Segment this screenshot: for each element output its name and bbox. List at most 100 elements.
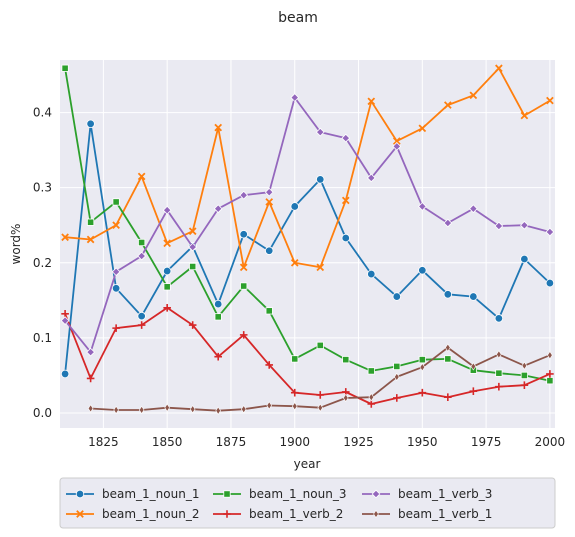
data-point [393, 362, 401, 371]
data-point [494, 221, 504, 231]
data-point [86, 119, 95, 129]
data-point [546, 370, 554, 378]
data-point [495, 64, 503, 73]
data-point [137, 172, 146, 181]
series-line-beam_1_verb_3 [64, 96, 551, 353]
data-point [470, 362, 477, 371]
data-point [418, 356, 426, 364]
data-point [163, 304, 171, 312]
series-beam_1_verb_1 [87, 343, 553, 415]
data-point [469, 91, 478, 100]
series-beam_1_noun_3 [61, 64, 554, 385]
y-tick-label: 0.0 [33, 406, 52, 420]
x-axis-ticks: 1825 1850 1875 1900 1925 1950 1975 2000 [88, 435, 565, 449]
data-point [520, 254, 529, 264]
data-point [366, 173, 376, 183]
data-point [265, 307, 273, 315]
series-line-beam_1_verb_2 [64, 306, 551, 405]
data-point [214, 123, 223, 132]
series-group [60, 64, 555, 415]
legend-marker [371, 489, 381, 499]
data-point [496, 350, 502, 359]
legend-label: beam_1_verb_2 [249, 507, 343, 521]
data-point [188, 227, 197, 236]
legend-marker [223, 510, 231, 518]
legend-item-beam_1_noun_1: beam_1_noun_1 [66, 487, 199, 501]
data-point [392, 142, 402, 151]
data-point [213, 299, 223, 309]
data-point [445, 343, 451, 352]
data-point [266, 401, 272, 410]
data-point [494, 314, 504, 323]
data-point [290, 388, 299, 397]
y-tick-label: 0.1 [33, 331, 52, 345]
data-point [265, 246, 274, 255]
data-point [418, 388, 427, 397]
data-point [214, 352, 222, 361]
y-tick-label: 0.3 [33, 181, 52, 195]
x-axis-label: year [294, 457, 321, 471]
data-point [394, 372, 400, 382]
data-point [213, 204, 223, 214]
x-tick-label: 1925 [343, 435, 374, 449]
data-point [138, 238, 146, 247]
data-point [367, 367, 375, 375]
data-point [86, 235, 95, 244]
y-axis-ticks: 0.0 0.1 0.2 0.3 0.4 [33, 106, 52, 420]
y-tick-label: 0.2 [33, 256, 52, 270]
x-tick-label: 1825 [88, 435, 119, 449]
data-point [392, 137, 401, 145]
data-point [443, 218, 453, 228]
data-point [137, 311, 146, 321]
data-point [315, 127, 325, 137]
legend-label: beam_1_verb_3 [398, 487, 492, 501]
data-point [545, 278, 555, 288]
legend-item-beam_1_verb_1: beam_1_verb_1 [362, 507, 492, 521]
data-point [189, 262, 197, 271]
data-point [291, 355, 299, 363]
data-point [367, 400, 376, 408]
data-point [290, 202, 299, 211]
series-line-beam_1_noun_1 [64, 122, 551, 374]
data-point [61, 64, 69, 72]
data-point [520, 220, 529, 230]
data-point [265, 361, 274, 369]
data-point [341, 196, 350, 205]
data-point [239, 230, 248, 239]
data-point [443, 290, 453, 299]
data-point [316, 263, 325, 272]
data-point [87, 218, 95, 226]
data-point [239, 331, 248, 339]
data-point [495, 382, 503, 391]
data-point [164, 403, 170, 412]
data-point [520, 381, 529, 389]
data-point [469, 292, 478, 301]
legend-marker [76, 510, 84, 518]
data-point [264, 187, 274, 197]
data-point [188, 242, 198, 252]
x-tick-label: 1900 [279, 435, 310, 449]
data-point [113, 405, 119, 415]
data-point [520, 371, 528, 380]
data-point [189, 405, 196, 414]
series-line-beam_1_noun_2 [65, 67, 551, 269]
series-beam_1_noun_2 [61, 64, 554, 272]
data-point [291, 402, 298, 411]
data-point [417, 202, 427, 211]
data-point [111, 284, 121, 293]
x-tick-label: 1975 [471, 435, 502, 449]
data-point [520, 111, 529, 120]
legend-item-beam_1_noun_3: beam_1_noun_3 [213, 487, 346, 501]
data-point [393, 394, 401, 402]
legend-item-beam_1_verb_2: beam_1_verb_2 [213, 507, 343, 521]
legend-label: beam_1_noun_2 [102, 507, 199, 521]
data-point [392, 292, 402, 301]
data-point [341, 233, 350, 243]
data-point [163, 239, 172, 248]
legend-item-beam_1_noun_2: beam_1_noun_2 [66, 507, 199, 521]
legend-box [59, 477, 556, 529]
data-point [444, 393, 452, 402]
y-axis-label: word% [9, 224, 23, 265]
series-beam_1_noun_1 [60, 119, 555, 379]
